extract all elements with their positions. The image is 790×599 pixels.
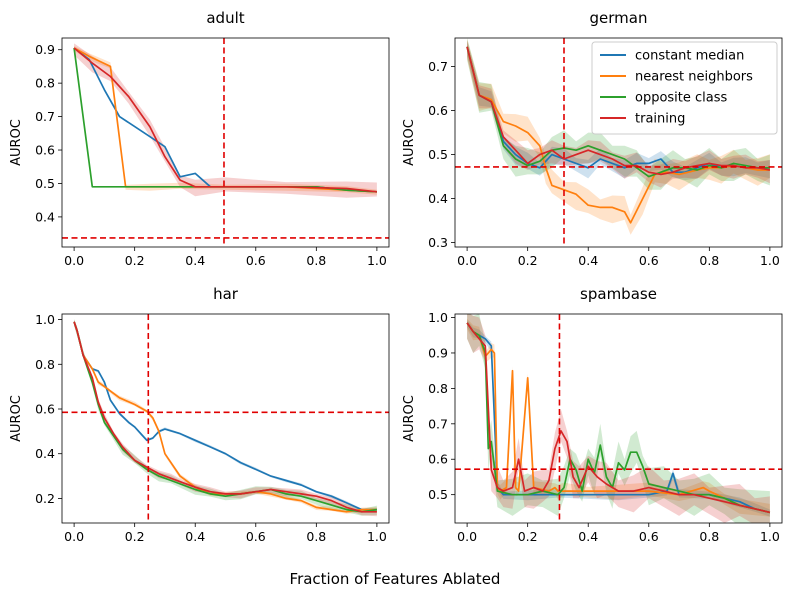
panel-title: spambase: [580, 285, 657, 303]
y-tick-label: 0.4: [428, 191, 448, 206]
x-tick-label: 0.4: [578, 253, 598, 268]
band-training: [467, 40, 770, 188]
y-tick-label: 0.9: [428, 345, 448, 360]
band-training: [467, 314, 770, 523]
x-tick-label: 0.2: [518, 253, 538, 268]
y-tick-label: 0.2: [35, 491, 55, 506]
x-tick-label: 1.0: [367, 253, 387, 268]
x-tick-label: 0.8: [306, 253, 326, 268]
panel-spambase: 0.0 0.2 0.4 0.6 0.8 1.0 0.5 0.6 0.7 0.8 0.9 1.0 spam…: [402, 285, 783, 544]
y-tick-label: 1.0: [428, 310, 448, 325]
series-line-nearest-neighbors: [73, 321, 377, 513]
x-tick-label: 0.6: [246, 253, 266, 268]
x-tick-label: 0.2: [125, 529, 145, 544]
series-line-training: [466, 46, 771, 176]
x-tick-label: 1.0: [367, 529, 387, 544]
x-tick-label: 0.0: [457, 253, 477, 268]
plot-area: [455, 38, 782, 247]
x-tick-label: 0.0: [64, 253, 84, 268]
band-opposite-class: [74, 319, 377, 516]
legend: constant median nearest neighbors opposite…: [591, 41, 778, 135]
y-tick-label: 0.8: [428, 381, 448, 396]
series-line-training: [73, 47, 377, 193]
y-tick-label: 0.7: [428, 59, 448, 74]
x-tick-label: 0.6: [246, 529, 266, 544]
x-tick-label: 0.6: [639, 253, 659, 268]
plot-area: [62, 314, 389, 523]
band-training: [74, 43, 377, 198]
y-tick-label: 0.5: [428, 147, 448, 162]
axes-frame: [61, 37, 390, 248]
legend-label: opposite class: [635, 91, 728, 106]
x-tick-label: 1.0: [760, 253, 780, 268]
band-opposite-class: [467, 38, 770, 190]
panel-har: 0.0 0.2 0.4 0.6 0.8 1.0 0.2 0.4 0.6 0.8 1.0 har AURO…: [9, 285, 390, 544]
plot-area: [62, 38, 389, 247]
legend-box: [591, 41, 778, 135]
series-line-nearest-neighbors: [73, 47, 377, 193]
y-tick-label: 0.6: [35, 143, 55, 158]
y-axis-label: AUROC: [402, 395, 417, 442]
axes-frame: [454, 313, 783, 524]
y-tick-label: 0.8: [35, 357, 55, 372]
legend-label: training: [635, 112, 685, 127]
series-line-opposite-class: [73, 47, 377, 193]
x-tick-label: 0.8: [306, 529, 326, 544]
y-tick-label: 0.5: [35, 176, 55, 191]
band-nearest-neighbors: [74, 320, 377, 514]
series-line-constant-median: [73, 47, 377, 193]
series-line-constant-median: [73, 321, 377, 511]
y-tick-label: 0.3: [428, 235, 448, 250]
legend-label: nearest neighbors: [635, 70, 753, 85]
x-tick-label: 0.0: [64, 529, 84, 544]
x-tick-label: 0.6: [639, 529, 659, 544]
y-tick-label: 0.5: [428, 487, 448, 502]
x-tick-label: 0.8: [699, 529, 719, 544]
panel-adult: 0.0 0.2 0.4 0.6 0.8 1.0 0.4 0.5 0.6 0.7 0.8 0.9 adul…: [9, 9, 390, 268]
x-tick-label: 0.0: [457, 529, 477, 544]
x-tick-label: 1.0: [760, 529, 780, 544]
band-nearest-neighbors: [467, 38, 770, 235]
y-tick-label: 0.7: [428, 416, 448, 431]
series-line-training: [466, 322, 771, 514]
band-nearest-neighbors: [74, 46, 377, 195]
y-tick-label: 1.0: [35, 312, 55, 327]
axes-frame: [454, 37, 783, 248]
y-tick-label: 0.6: [35, 402, 55, 417]
y-tick-label: 0.7: [35, 109, 55, 124]
x-tick-label: 0.2: [518, 529, 538, 544]
panel-title: adult: [206, 9, 244, 27]
x-tick-label: 0.2: [125, 253, 145, 268]
y-tick-label: 0.4: [35, 446, 55, 461]
series-line-opposite-class: [466, 46, 770, 178]
y-tick-label: 0.8: [35, 76, 55, 91]
x-tick-label: 0.4: [185, 529, 205, 544]
figure-xlabel: Fraction of Features Ablated: [290, 570, 501, 588]
axes-frame: [61, 313, 390, 524]
y-axis-label: AUROC: [9, 395, 24, 442]
y-tick-label: 0.4: [35, 209, 55, 224]
x-tick-label: 0.4: [185, 253, 205, 268]
y-tick-label: 0.9: [35, 42, 55, 57]
y-axis-label: AUROC: [402, 119, 417, 166]
y-tick-label: 0.6: [428, 452, 448, 467]
y-axis-label: AUROC: [9, 119, 24, 166]
band-constant-median: [74, 320, 377, 512]
series-line-training: [73, 321, 377, 513]
panel-german: 0.0 0.2 0.4 0.6 0.8 1.0 0.3 0.4 0.5 0.6 0.7 german A…: [402, 9, 783, 268]
series-line-opposite-class: [73, 321, 378, 513]
plot-area: [455, 314, 782, 523]
panel-title: german: [590, 9, 648, 27]
x-tick-label: 0.8: [699, 253, 719, 268]
y-tick-label: 0.6: [428, 103, 448, 118]
legend-label: constant median: [635, 49, 744, 64]
panel-title: har: [213, 285, 239, 303]
band-training: [74, 319, 377, 517]
x-tick-label: 0.4: [578, 529, 598, 544]
